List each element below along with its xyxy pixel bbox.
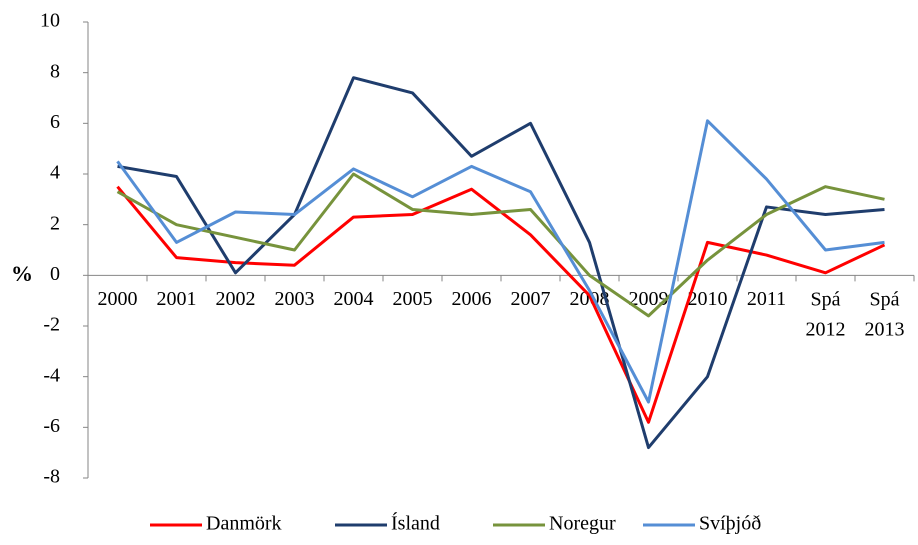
x-tick-label: Spá 2012 (806, 288, 846, 340)
x-tick-label: 2011 (747, 288, 786, 310)
y-tick-label: 6 (50, 111, 60, 133)
y-tick-label: 8 (50, 60, 60, 82)
y-tick-label: -2 (43, 314, 60, 336)
y-tick-label: 4 (50, 162, 60, 184)
series-line (116, 172, 885, 318)
x-tick-label: 2010 (688, 288, 728, 310)
x-tick-label: 2005 (393, 288, 433, 310)
y-tick-label: -6 (43, 415, 60, 437)
x-tick-label: Spá 2013 (865, 288, 905, 340)
y-tick-label: 2 (50, 212, 60, 234)
x-tick-label: 2001 (157, 288, 197, 310)
y-tick-label: 10 (40, 10, 60, 32)
legend-label: Svíþjóð (699, 513, 761, 535)
x-tick-label: 2003 (275, 288, 315, 310)
x-tick-label: 2007 (511, 288, 551, 310)
legend-label: Ísland (391, 512, 440, 535)
x-tick-label: 2000 (98, 288, 138, 310)
y-axis-label: % (11, 261, 33, 286)
y-tick-label: -4 (43, 364, 60, 386)
legend-label: Danmörk (206, 513, 282, 535)
x-tick-label: 2004 (334, 288, 374, 310)
y-tick-label: -8 (43, 466, 60, 488)
legend-label: Noregur (549, 513, 616, 535)
x-tick-label: 2006 (452, 288, 492, 310)
x-tick-label: 2002 (216, 288, 256, 310)
series-line (117, 76, 885, 450)
y-tick-label: 0 (50, 263, 60, 285)
series-line (116, 119, 885, 404)
